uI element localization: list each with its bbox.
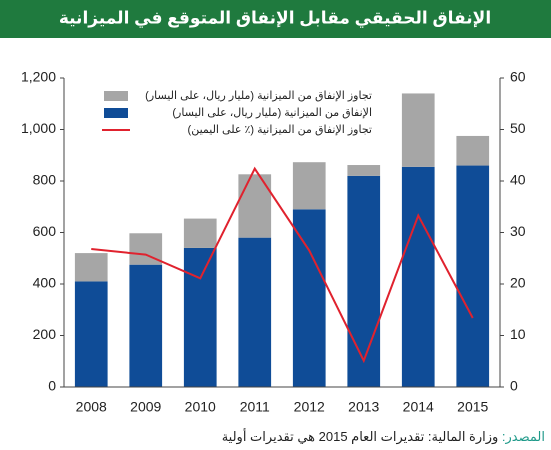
y-tick-label: 1,000 — [21, 120, 56, 136]
bar — [347, 175, 381, 387]
y2-tick-label: 10 — [510, 326, 526, 342]
line — [91, 166, 474, 364]
x-tick-label: 2011 — [240, 399, 270, 415]
bar — [347, 165, 381, 176]
source-label: المصدر: — [502, 429, 545, 445]
bar — [456, 135, 490, 166]
x-tick-label: 2014 — [403, 399, 434, 415]
bar — [183, 247, 217, 387]
y2-tick-label: 20 — [510, 275, 526, 291]
y2-tick-label: 40 — [510, 172, 526, 188]
x-tick-label: 2008 — [76, 399, 107, 415]
y2-tick-label: 50 — [510, 120, 526, 136]
bar — [456, 165, 490, 387]
y-tick-label: 800 — [33, 172, 57, 188]
chart-title: الإنفاق الحقيقي مقابل الإنفاق المتوقع في… — [59, 8, 491, 28]
legend-label: الإنفاق من الميزانية (مليار ريال، على ال… — [172, 107, 372, 119]
title-bar — [0, 0, 551, 38]
bar — [292, 162, 326, 210]
x-tick-label: 2010 — [185, 399, 216, 415]
bar — [292, 209, 326, 387]
x-tick-label: 2013 — [348, 399, 379, 415]
y-tick-label: 400 — [33, 275, 57, 291]
bar — [74, 281, 108, 387]
y2-tick-label: 0 — [510, 378, 518, 394]
y2-tick-label: 30 — [510, 223, 526, 239]
bar — [129, 264, 163, 387]
bar — [183, 218, 217, 248]
legend-swatch — [104, 108, 128, 118]
y-tick-label: 600 — [33, 223, 57, 239]
bar — [401, 93, 435, 167]
x-tick-label: 2009 — [130, 399, 161, 415]
y-tick-label: 200 — [33, 326, 57, 342]
legend-label: تجاوز الإنفاق من الميزانية (٪ على اليمين… — [188, 124, 372, 136]
y-tick-label: 1,200 — [21, 69, 56, 85]
x-tick-label: 2012 — [294, 399, 325, 415]
bar — [238, 174, 272, 238]
legend-swatch — [104, 91, 128, 101]
bar — [401, 166, 435, 387]
source: المصدر: وزارة المالية: تقديرات العام 201… — [222, 428, 545, 445]
y2-tick-label: 60 — [510, 69, 526, 85]
bar — [238, 237, 272, 387]
source-text: وزارة المالية: تقديرات العام 2015 هي تقد… — [222, 428, 499, 445]
y-tick-label: 0 — [48, 378, 56, 394]
bar — [74, 253, 108, 282]
legend-label: تجاوز الإنفاق من الميزانية (مليار ريال، … — [145, 90, 372, 102]
x-tick-label: 2015 — [457, 399, 488, 415]
